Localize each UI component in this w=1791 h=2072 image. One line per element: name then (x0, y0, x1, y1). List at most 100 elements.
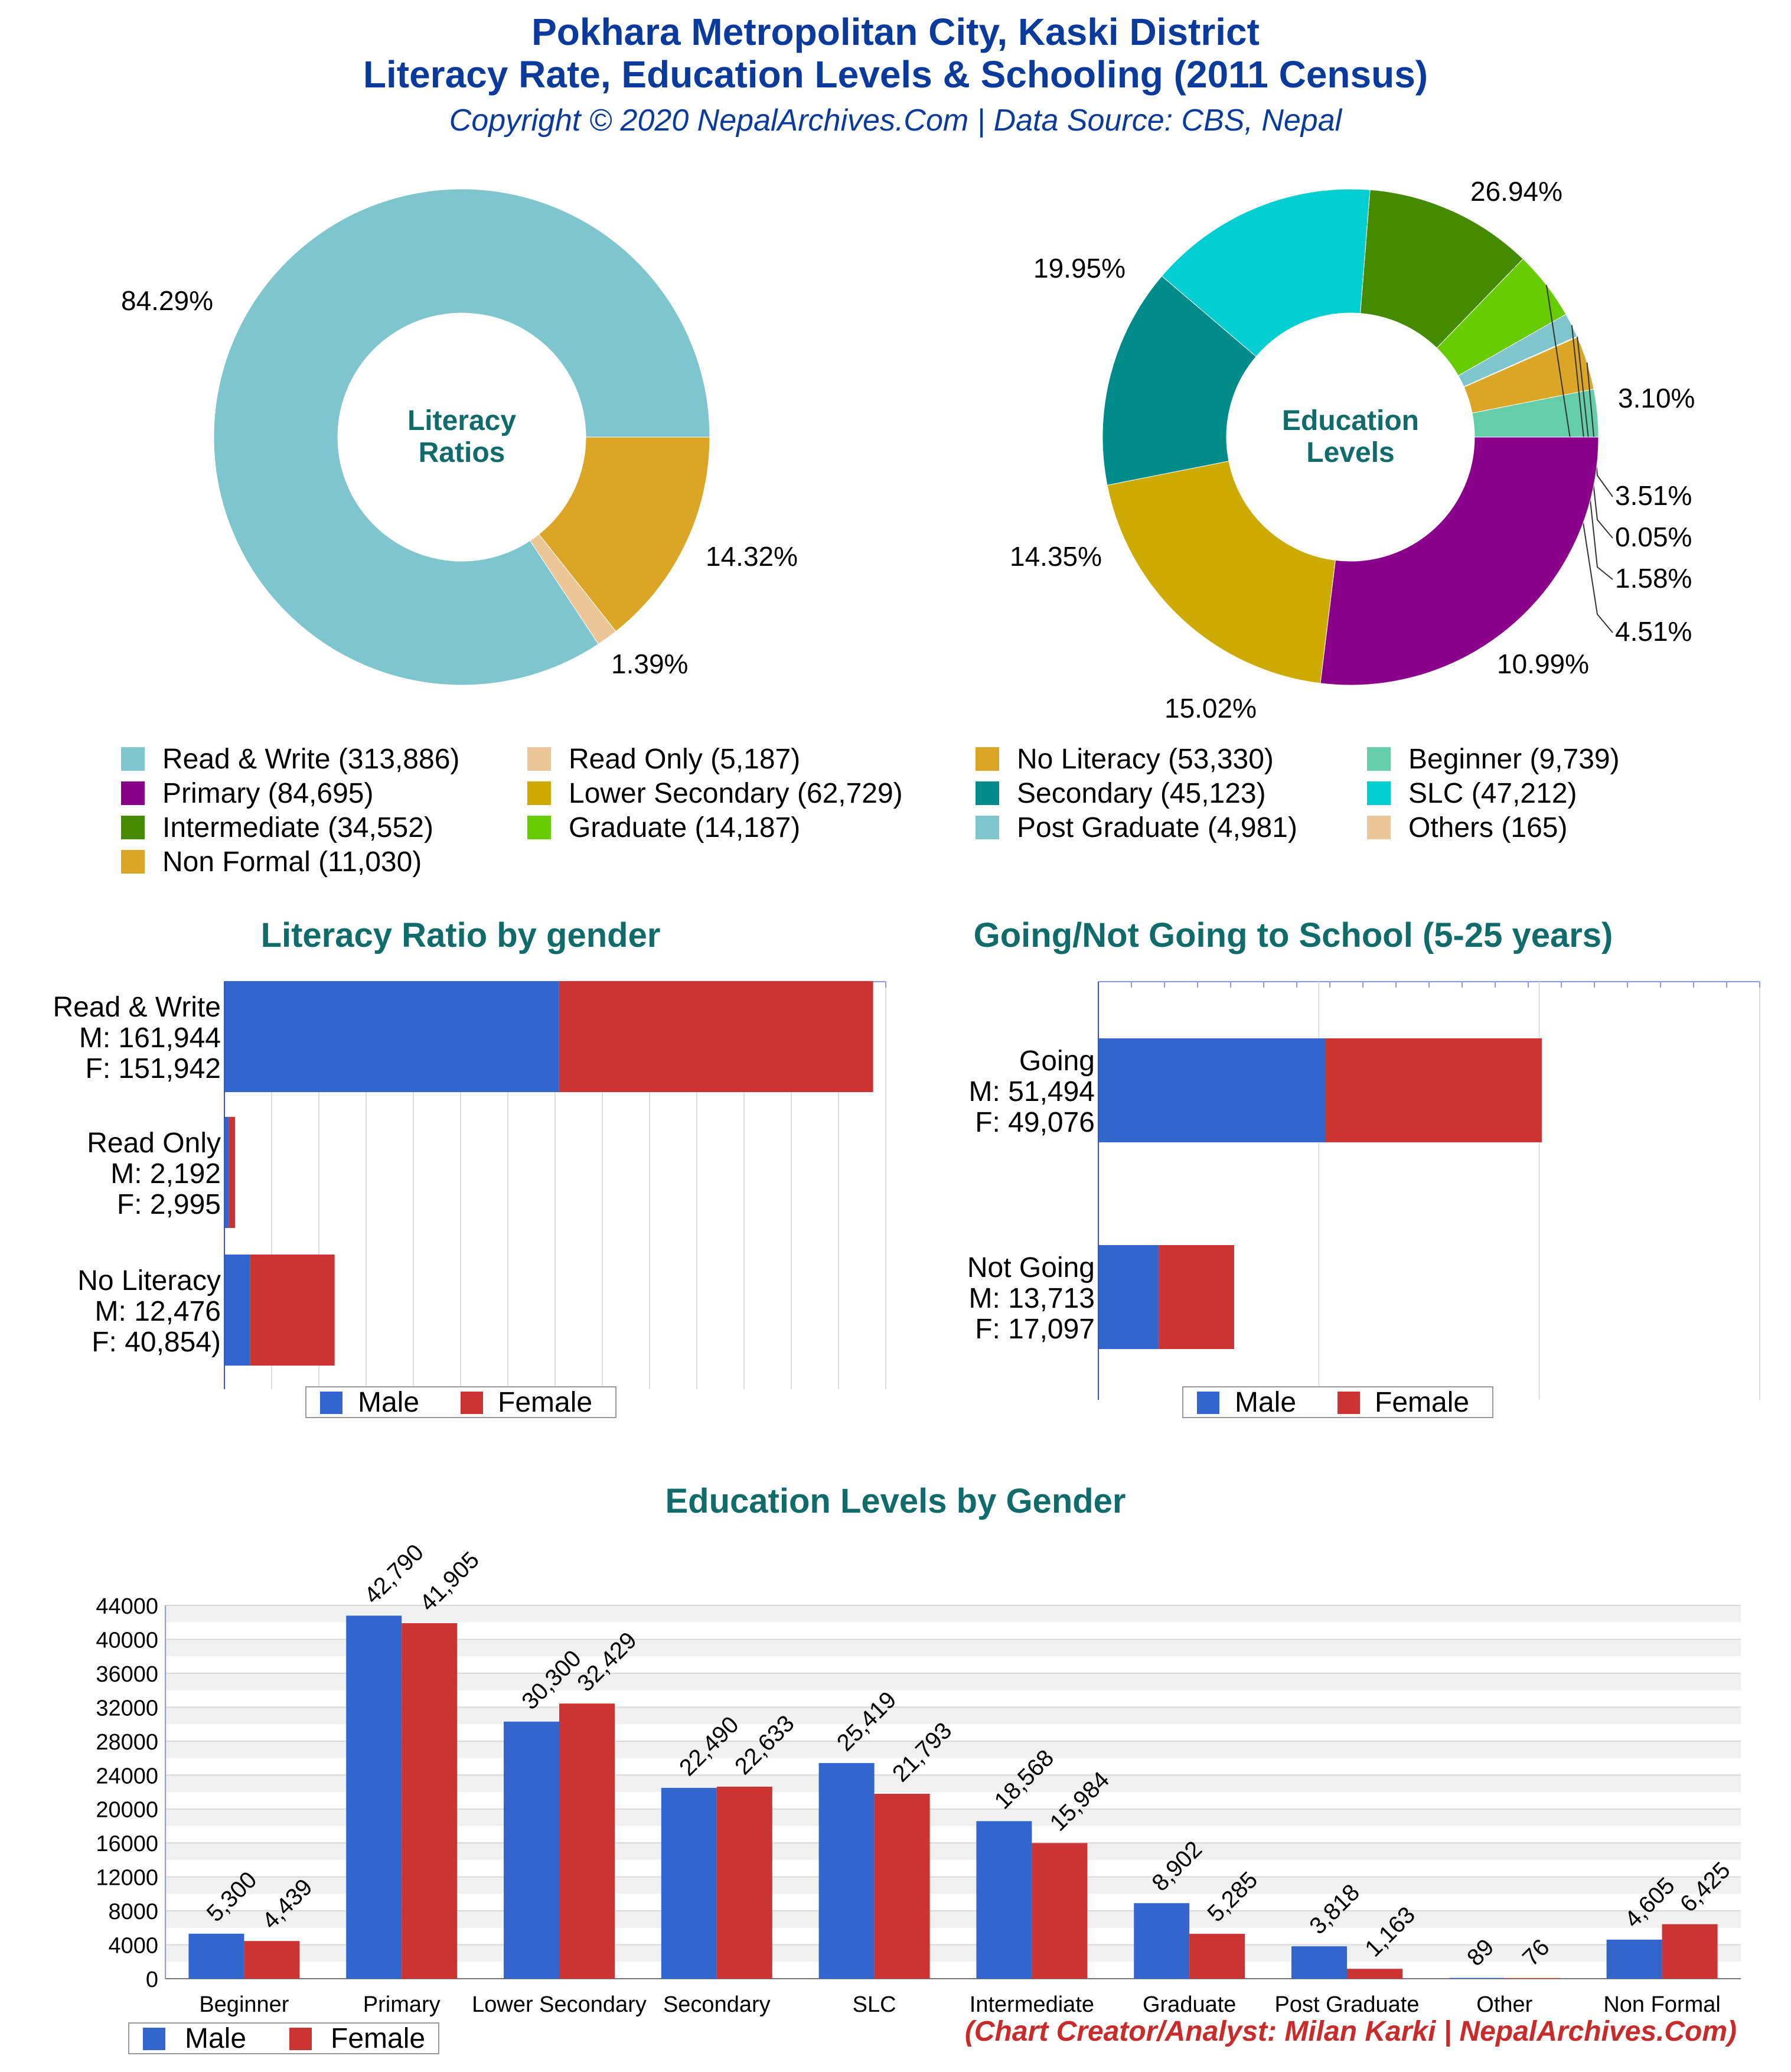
edu-bar-non-formal-male (1606, 1939, 1662, 1979)
school-bar-category-label-not-going-2: F: 17,097 (975, 1314, 1095, 1345)
education-pie-center-label-1: Education (1282, 405, 1419, 436)
edu-data-label-other-male: 89 (1462, 1934, 1499, 1972)
edu-bar-secondary-male (661, 1787, 717, 1979)
edu-bar-non-formal-female (1662, 1924, 1718, 1979)
chart-subtitle: Copyright © 2020 NepalArchives.Com | Dat… (449, 103, 1342, 138)
legend-swatch-no-literacy-53-330 (976, 747, 999, 771)
legend-item-lower-secondary-62-729: Lower Secondary (62,729) (569, 778, 903, 809)
edu-legend-swatch-male (143, 2028, 165, 2050)
school-bar-legend-swatch-male (1197, 1392, 1219, 1414)
literacy-bar-category-label-read-only-1: M: 2,192 (110, 1158, 221, 1190)
literacy-bar-bar-no-literacy-male (224, 1255, 250, 1366)
education-pie-pct-lower-secondary: 19.95% (1033, 253, 1126, 284)
literacy-pie-center-label-1: Literacy (407, 405, 516, 436)
school-bar-legend-female: Female (1375, 1387, 1469, 1418)
literacy-bar-category-label-no-literacy-1: M: 12,476 (95, 1296, 221, 1327)
school-bar-bar-not-going-female (1159, 1245, 1235, 1349)
edu-bar-primary-male (346, 1615, 402, 1979)
legend-swatch-secondary-45-123 (976, 781, 999, 805)
literacy-bar-bar-no-literacy-female (250, 1255, 335, 1366)
legend-item-read-only-5-187: Read Only (5,187) (569, 744, 800, 775)
education-pie-leader-non-formal (1586, 362, 1613, 497)
edu-xtick-primary: Primary (363, 1992, 441, 2017)
edu-bar-intermediate-female (1032, 1843, 1088, 1979)
schooling-title: Going/Not Going to School (5-25 years) (973, 916, 1613, 954)
edu-bar-primary-female (402, 1623, 458, 1979)
edu-xtick-slc: SLC (853, 1992, 896, 2017)
edu-bar-post-graduate-female (1347, 1969, 1402, 1979)
literacy-pie-center-label-2: Ratios (419, 437, 505, 468)
edu-legend-swatch-female (289, 2028, 312, 2050)
education-pie-pct-primary: 26.94% (1470, 176, 1562, 207)
edu-bar-graduate-male (1134, 1903, 1190, 1979)
edu-ytick-24000: 24000 (96, 1764, 158, 1788)
school-bar-category-label-not-going-1: M: 13,713 (969, 1283, 1095, 1314)
edu-ytick-4000: 4000 (108, 1934, 158, 1959)
literacy-pie-slice-no-literacy (538, 436, 710, 632)
school-bar-legend-male: Male (1235, 1387, 1296, 1418)
legend-swatch-read-write-313-886 (121, 747, 145, 771)
edu-legend-box (128, 2022, 439, 2054)
literacy-bar-bar-read-write-female (559, 981, 873, 1092)
edu-xtick-other: Other (1476, 1992, 1532, 2017)
edu-ytick-0: 0 (146, 1967, 158, 1992)
edu-bar-lower-secondary-female (559, 1703, 615, 1979)
legend-swatch-beginner-9-739 (1367, 747, 1391, 771)
education-pie-pct-intermediate: 10.99% (1497, 649, 1589, 679)
edu-ytick-12000: 12000 (96, 1866, 158, 1891)
edu-bar-beginner-female (244, 1941, 300, 1979)
education-pie-slice-secondary (1102, 275, 1257, 486)
education-pie-pct-non-formal: 3.51% (1615, 480, 1692, 511)
education-pie-pct-post-graduate: 1.58% (1615, 563, 1692, 594)
edu-ytick-32000: 32000 (96, 1696, 158, 1721)
literacy-bar-bar-read-only-male (224, 1117, 229, 1228)
education-pie-pct-others: 0.05% (1615, 522, 1692, 552)
edu-ytick-44000: 44000 (96, 1594, 158, 1619)
school-bar-bar-going-female (1325, 1038, 1542, 1142)
edu-ytick-28000: 28000 (96, 1730, 158, 1755)
school-bar-category-label-going-0: Going (1019, 1045, 1095, 1077)
school-bar-bar-going-male (1098, 1038, 1326, 1142)
edu-bar-post-graduate-male (1291, 1946, 1347, 1979)
edu-xtick-intermediate: Intermediate (970, 1992, 1094, 2017)
literacy-pie-slice-read-write (213, 188, 710, 686)
edu-xtick-lower-secondary: Lower Secondary (472, 1992, 647, 2017)
edu-bar-other-male (1449, 1977, 1505, 1979)
legend-item-read-write-313-886: Read & Write (313,886) (162, 744, 459, 775)
edu-bar-other-female (1504, 1977, 1560, 1979)
legend-swatch-graduate-14-187 (527, 816, 551, 839)
edu-ytick-20000: 20000 (96, 1798, 158, 1823)
education-pie-pct-beginner: 3.10% (1618, 383, 1695, 413)
literacy-bar-category-label-no-literacy-2: F: 40,854) (92, 1327, 221, 1358)
literacy-bar-legend-swatch-male (320, 1392, 342, 1414)
education-pie-center-label-2: Levels (1306, 437, 1394, 468)
education-pie-slice-slc (1161, 188, 1371, 357)
legend-item-graduate-14-187: Graduate (14,187) (569, 812, 800, 843)
edu-bar-beginner-male (188, 1933, 244, 1979)
literacy-bar-category-label-read-only-0: Read Only (87, 1128, 221, 1159)
literacy-bar-legend-male: Male (358, 1387, 419, 1418)
legend-swatch-others-165 (1367, 816, 1391, 839)
edu-bar-graduate-female (1189, 1934, 1245, 1979)
education-gender-title: Education Levels by Gender (665, 1482, 1126, 1520)
edu-bar-secondary-female (716, 1786, 772, 1979)
credit-line: (Chart Creator/Analyst: Milan Karki | Ne… (964, 2016, 1737, 2047)
edu-grid-band (165, 1605, 1741, 1623)
legend-swatch-post-graduate-4-981 (976, 816, 999, 839)
education-pie-pct-graduate: 4.51% (1615, 616, 1692, 647)
legend-swatch-slc-47-212 (1367, 781, 1391, 805)
chart-title-line1: Pokhara Metropolitan City, Kaski Distric… (531, 11, 1260, 53)
legend-item-post-graduate-4-981: Post Graduate (4,981) (1017, 812, 1297, 843)
literacy-bar-bar-read-write-male (224, 981, 559, 1092)
literacy-gender-title: Literacy Ratio by gender (260, 916, 661, 954)
edu-bar-intermediate-male (976, 1821, 1032, 1979)
legend-swatch-read-only-5-187 (527, 747, 551, 771)
school-bar-category-label-going-2: F: 49,076 (975, 1107, 1095, 1138)
school-bar-bar-not-going-male (1098, 1245, 1159, 1349)
edu-xtick-secondary: Secondary (663, 1992, 771, 2017)
legend-item-no-literacy-53-330: No Literacy (53,330) (1017, 744, 1274, 775)
edu-ytick-16000: 16000 (96, 1832, 158, 1856)
edu-legend-male: Male (185, 2023, 246, 2054)
literacy-bar-category-label-read-write-1: M: 161,944 (79, 1022, 221, 1054)
